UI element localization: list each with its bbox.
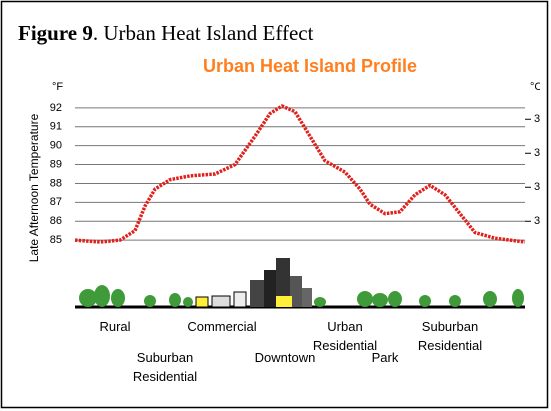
zone-label: Commercial (187, 319, 256, 334)
y-unit: °F (52, 81, 63, 93)
zone-label-line: Urban (327, 319, 362, 334)
y-tick-label: 87 (50, 196, 62, 208)
y-tick-label: 91 (50, 121, 62, 133)
y-tick-label: 85 (50, 234, 62, 246)
y-tick-label: 90 (50, 140, 62, 152)
zone-label-line: Suburban (422, 319, 478, 334)
y-tick-label: 92 (50, 102, 62, 114)
y-tick-label: 86 (50, 215, 62, 227)
zone-label: Rural (99, 319, 130, 334)
zone-label-line: Park (372, 350, 399, 365)
zone-label: Park (372, 350, 399, 365)
y-tick-label: 89 (50, 158, 62, 170)
zone-label-line: Residential (418, 338, 482, 353)
caption-label: Figure 9 (18, 21, 93, 45)
zone-label-line: Rural (99, 319, 130, 334)
caption: Figure 9. Urban Heat Island Effect (18, 21, 314, 45)
zone-label-line: Suburban (137, 350, 193, 365)
caption-text: . Urban Heat Island Effect (93, 21, 314, 45)
figure: Figure 9. Urban Heat Island Effect Urban… (0, 0, 551, 411)
zone-label-line: Commercial (187, 319, 256, 334)
zone-label-line: Residential (133, 369, 197, 384)
zone-label: Downtown (255, 350, 316, 365)
zone-label-line: Residential (313, 338, 377, 353)
chart-title: Urban Heat Island Profile (203, 56, 417, 76)
zone-label-line: Downtown (255, 350, 316, 365)
y-tick-label: 88 (50, 177, 62, 189)
y-axis-label: Late Afternoon Temperature (27, 113, 41, 262)
